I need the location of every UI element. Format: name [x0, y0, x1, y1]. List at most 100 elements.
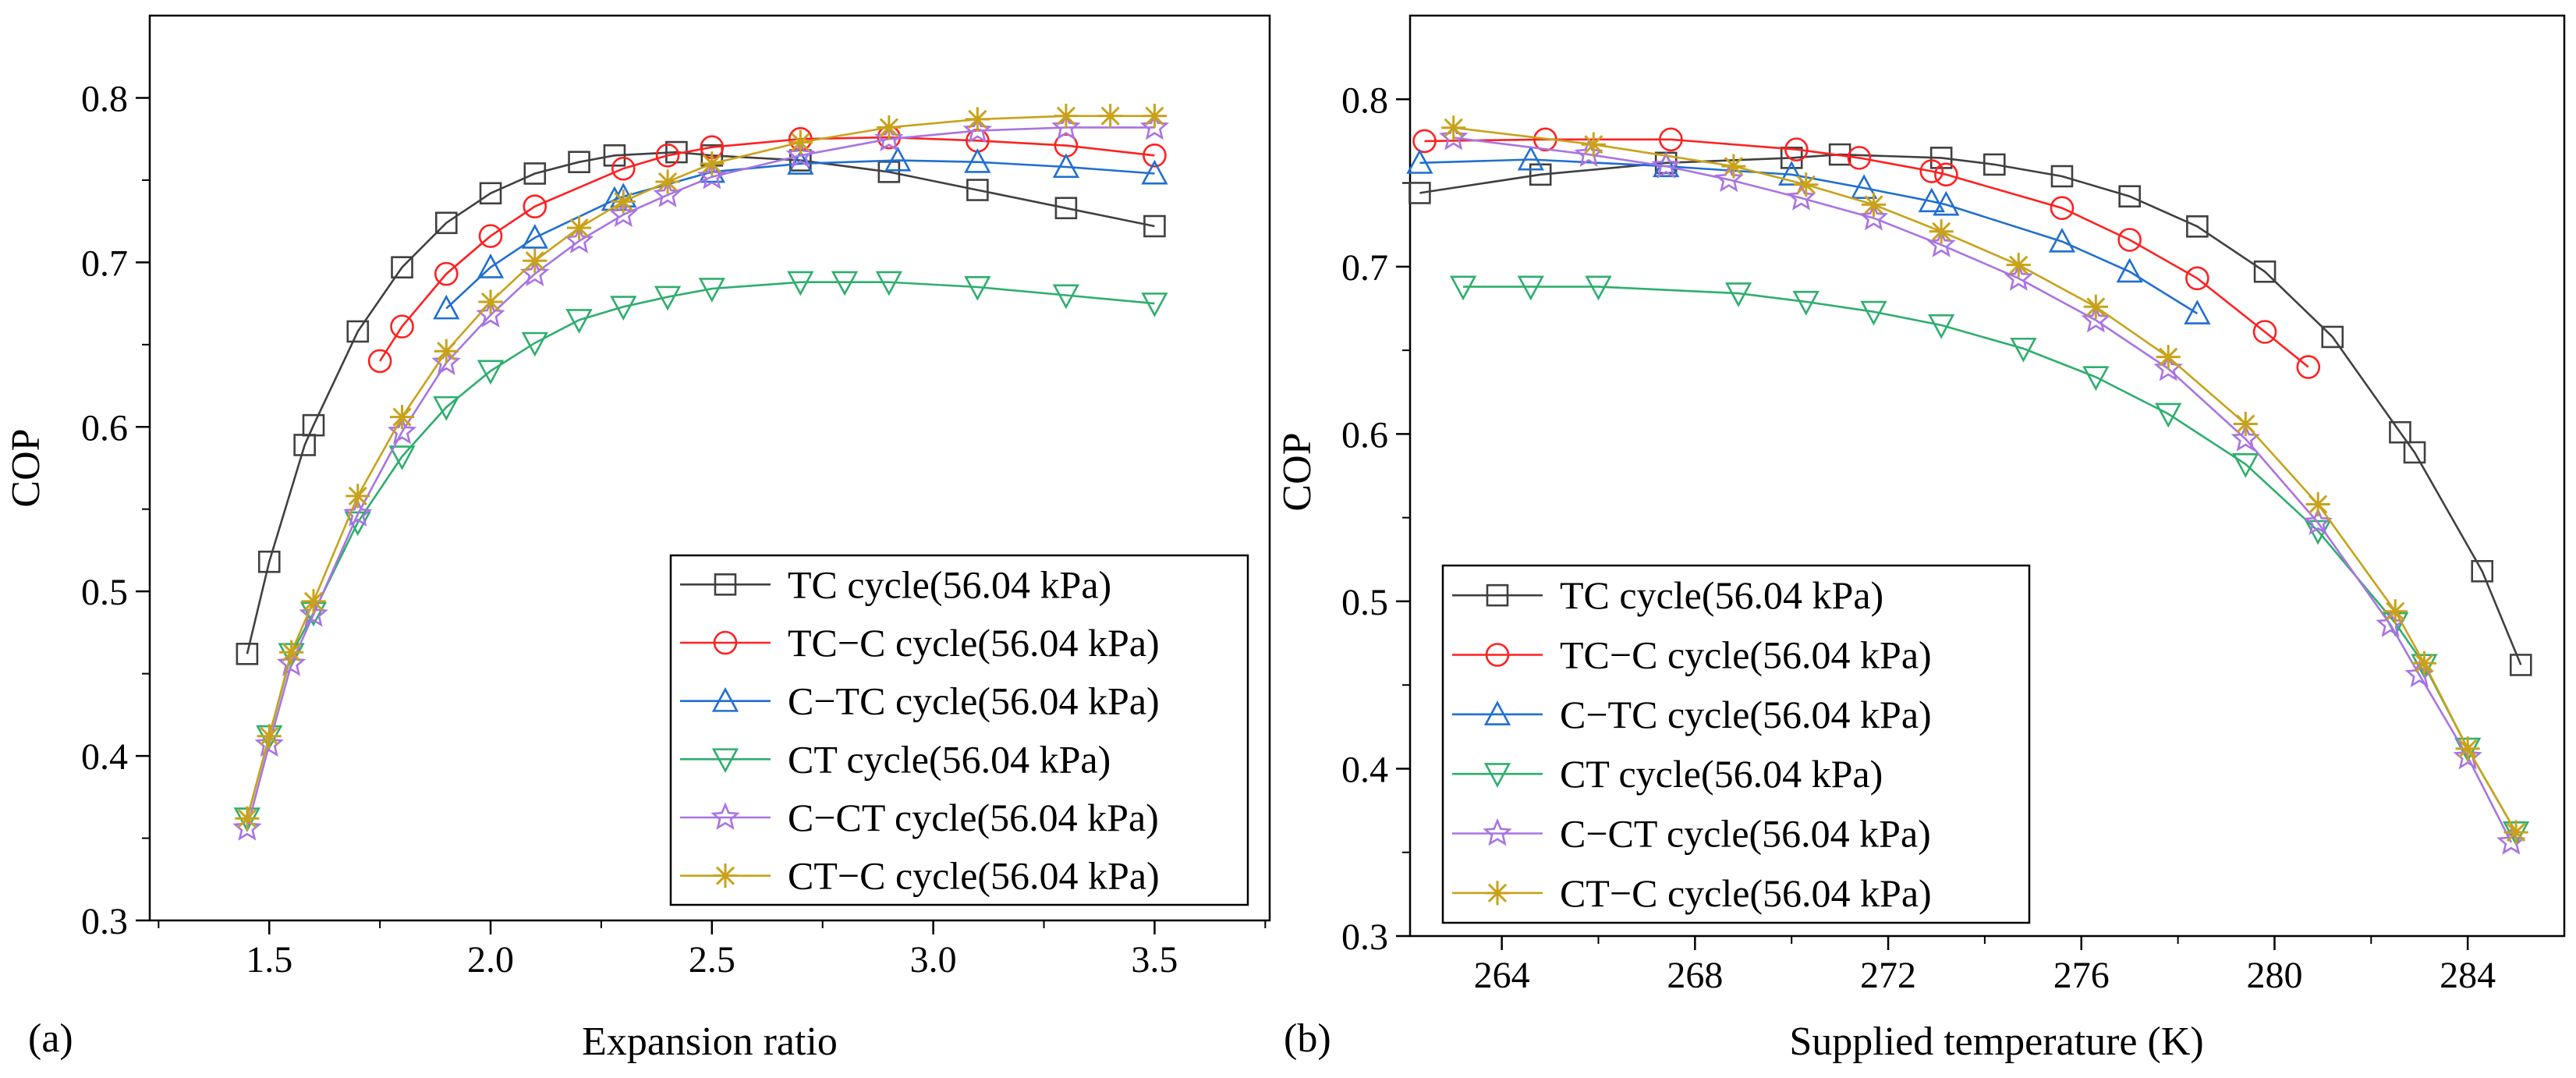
data-point	[236, 643, 259, 665]
legend-marker	[710, 802, 740, 830]
data-point	[391, 256, 413, 278]
asterisk-stroke	[879, 118, 898, 137]
asterisk-stroke	[2415, 654, 2434, 673]
asterisk-stroke	[657, 172, 678, 192]
legend-marker	[714, 573, 737, 596]
x-tick-label: 3.5	[1131, 939, 1178, 980]
y-tick-label: 0.5	[81, 572, 128, 613]
data-point	[2118, 185, 2141, 208]
data-point	[1721, 154, 1746, 179]
x-tick-label: 268	[1667, 955, 1723, 996]
data-point	[301, 589, 326, 614]
data-point	[700, 151, 725, 176]
data-point	[387, 417, 417, 445]
legend-marker	[713, 630, 738, 655]
data-point	[254, 729, 284, 757]
data-point	[785, 140, 816, 168]
asterisk-stroke	[2086, 297, 2106, 317]
legend-item: C−TC cycle(56.04 kPa)	[680, 679, 1160, 723]
data-point	[1139, 112, 1170, 140]
data-point	[1408, 182, 1431, 204]
y-tick-label: 0.8	[81, 78, 128, 119]
data-point	[2081, 304, 2111, 333]
data-point	[877, 161, 901, 183]
data-point	[884, 146, 912, 172]
data-point	[279, 640, 304, 665]
series-line	[1424, 138, 2309, 368]
data-point	[2389, 420, 2411, 444]
data-point	[434, 339, 459, 363]
data-point	[523, 248, 547, 273]
data-point	[611, 189, 636, 214]
data-point	[1792, 290, 1819, 316]
x-tick-label: 276	[2053, 955, 2110, 996]
legend: TC cycle(56.04 kPa) TC−C cycle(56.04 kPa)…	[669, 554, 1249, 906]
asterisk-stroke	[237, 809, 257, 828]
data-point	[1659, 127, 1683, 152]
asterisk-stroke	[791, 133, 810, 152]
data-point	[389, 405, 415, 430]
asterisk-stroke	[260, 726, 279, 746]
legend-item: C−CT cycle(56.04 kPa)	[680, 796, 1159, 839]
legend-label: CT−C cycle(56.04 kPa)	[788, 854, 1160, 898]
data-point	[1858, 203, 1889, 231]
legend-item: TC−C cycle(56.04 kPa)	[680, 621, 1160, 665]
data-point	[232, 813, 262, 841]
y-axis-title: COP	[1275, 432, 1320, 511]
legend-marker	[1485, 643, 1510, 667]
legend-label: C−CT cycle(56.04 kPa)	[1560, 812, 1931, 856]
data-point	[1441, 115, 1466, 140]
data-point	[390, 314, 414, 339]
data-point	[343, 498, 373, 527]
data-point	[367, 349, 392, 374]
series-5	[1441, 115, 2528, 845]
panel-label: (b)	[1284, 1016, 1331, 1061]
panel-a: 1.5 2.0 2.5 3.0 3.5 0.3 0.4 0.5 0.6 0.7 0.8 Expansi…	[4, 14, 1271, 1064]
series-line	[1463, 285, 2518, 833]
data-point	[1143, 143, 1167, 168]
data-point	[2184, 300, 2211, 324]
data-point	[2010, 337, 2037, 363]
data-point	[431, 347, 461, 375]
x-tick-label: 1.5	[246, 939, 292, 980]
asterisk-stroke	[437, 342, 456, 361]
data-point	[698, 278, 725, 303]
asterisk-stroke	[715, 866, 735, 885]
y-tick-label: 0.7	[1341, 247, 1388, 289]
data-point	[2156, 345, 2181, 370]
asterisk-stroke	[282, 643, 301, 662]
asterisk-stroke	[480, 292, 501, 312]
legend-marker	[1486, 583, 1509, 607]
plot-frame	[1408, 14, 2566, 938]
data-point	[1585, 275, 1612, 301]
data-point	[1406, 149, 1433, 174]
data-point	[787, 271, 814, 296]
x-tick-label: 264	[1474, 955, 1530, 996]
panel-b: 264 268 272 276 280 284 0.3 0.4 0.5 0.6 0.7 0.8 Supp…	[1275, 14, 2566, 1064]
data-point	[1439, 122, 1469, 151]
legend-item: CT−C cycle(56.04 kPa)	[1452, 871, 1932, 915]
legend-label: CT cycle(56.04 kPa)	[788, 737, 1111, 781]
series-5	[235, 104, 1168, 831]
data-point	[1713, 164, 1744, 193]
data-point	[2411, 651, 2437, 676]
legend-item: TC cycle(56.04 kPa)	[1452, 573, 1883, 617]
asterisk-stroke	[614, 192, 633, 211]
asterisk-stroke	[2386, 601, 2405, 621]
data-point	[1860, 300, 1887, 326]
series-3	[1449, 275, 2530, 846]
data-point	[2233, 411, 2258, 437]
legend-label: TC−C cycle(56.04 kPa)	[788, 621, 1160, 665]
legend-marker	[1483, 817, 1512, 846]
asterisk-stroke	[2009, 255, 2029, 275]
data-point	[1724, 282, 1752, 307]
series-4	[232, 112, 1170, 841]
x-tick-label: 272	[1860, 955, 1916, 996]
data-point	[2004, 263, 2033, 291]
data-point	[965, 107, 990, 132]
x-axis-title: Supplied temperature (K)	[1789, 1019, 2203, 1064]
asterisk-stroke	[968, 109, 987, 129]
data-point	[655, 143, 680, 168]
data-point	[1517, 275, 1544, 301]
data-point	[1581, 132, 1606, 157]
